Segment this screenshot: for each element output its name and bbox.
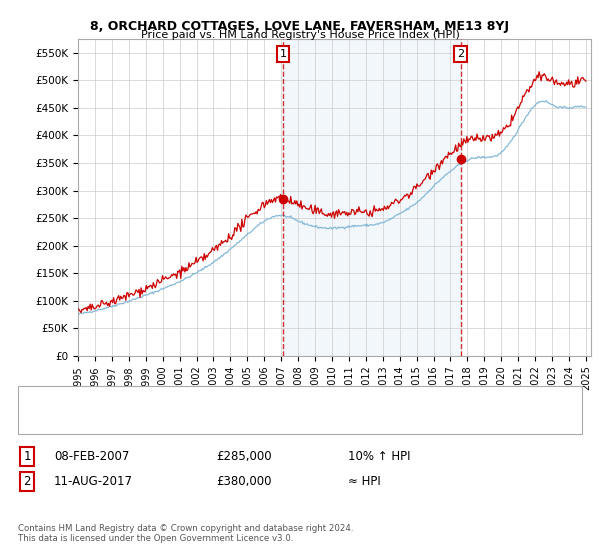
Text: 11-AUG-2017: 11-AUG-2017 <box>54 475 133 488</box>
Text: 8, ORCHARD COTTAGES, LOVE LANE, FAVERSHAM, ME13 8YJ: 8, ORCHARD COTTAGES, LOVE LANE, FAVERSHA… <box>91 20 509 32</box>
Text: £380,000: £380,000 <box>216 475 271 488</box>
Text: 10% ↑ HPI: 10% ↑ HPI <box>348 450 410 463</box>
Text: 08-FEB-2007: 08-FEB-2007 <box>54 450 130 463</box>
Text: £285,000: £285,000 <box>216 450 272 463</box>
Text: ——: —— <box>36 394 61 407</box>
Bar <box>283 39 461 356</box>
Text: 2: 2 <box>457 49 464 59</box>
Text: 1: 1 <box>280 49 286 59</box>
Text: 8, ORCHARD COTTAGES, LOVE LANE, FAVERSHAM, ME13 8YJ (detached house): 8, ORCHARD COTTAGES, LOVE LANE, FAVERSHA… <box>72 396 479 405</box>
Text: Price paid vs. HM Land Registry's House Price Index (HPI): Price paid vs. HM Land Registry's House … <box>140 30 460 40</box>
Text: HPI: Average price, detached house, Swale: HPI: Average price, detached house, Swal… <box>72 417 296 427</box>
Text: ——: —— <box>36 416 61 428</box>
Text: Contains HM Land Registry data © Crown copyright and database right 2024.
This d: Contains HM Land Registry data © Crown c… <box>18 524 353 543</box>
Text: 2: 2 <box>23 475 31 488</box>
Text: ≈ HPI: ≈ HPI <box>348 475 381 488</box>
Text: 1: 1 <box>23 450 31 463</box>
